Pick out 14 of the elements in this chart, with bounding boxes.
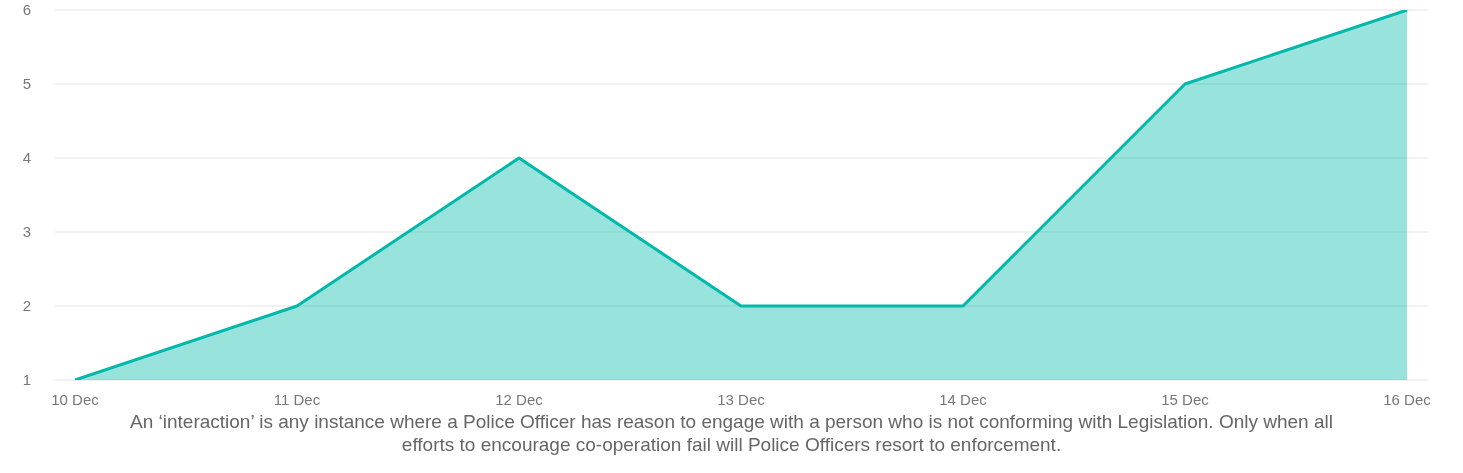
x-tick-label: 12 Dec bbox=[495, 390, 544, 408]
x-tick-label: 15 Dec bbox=[1161, 390, 1210, 408]
y-tick-label: 4 bbox=[22, 149, 31, 167]
x-tick-label: 13 Dec bbox=[717, 390, 766, 408]
y-tick-label: 6 bbox=[22, 1, 31, 19]
y-tick-label: 5 bbox=[22, 75, 31, 93]
y-tick-label: 1 bbox=[22, 371, 31, 389]
y-tick-label: 2 bbox=[22, 297, 31, 315]
x-tick-label: 11 Dec bbox=[273, 390, 321, 408]
y-tick-label: 3 bbox=[22, 223, 31, 241]
text: An ‘interaction’ is any instance where a Police Officer has reason to engage with a person who is not conforming with Legislation. Only when all efforts to encourage co-operation fail will Police Officers resort to enforcement. bbox=[129, 410, 1334, 456]
x-tick-label: 14 Dec bbox=[939, 390, 988, 408]
x-tick-label: 16 Dec bbox=[1383, 390, 1432, 408]
x-tick-label: 10 Dec bbox=[51, 390, 100, 408]
